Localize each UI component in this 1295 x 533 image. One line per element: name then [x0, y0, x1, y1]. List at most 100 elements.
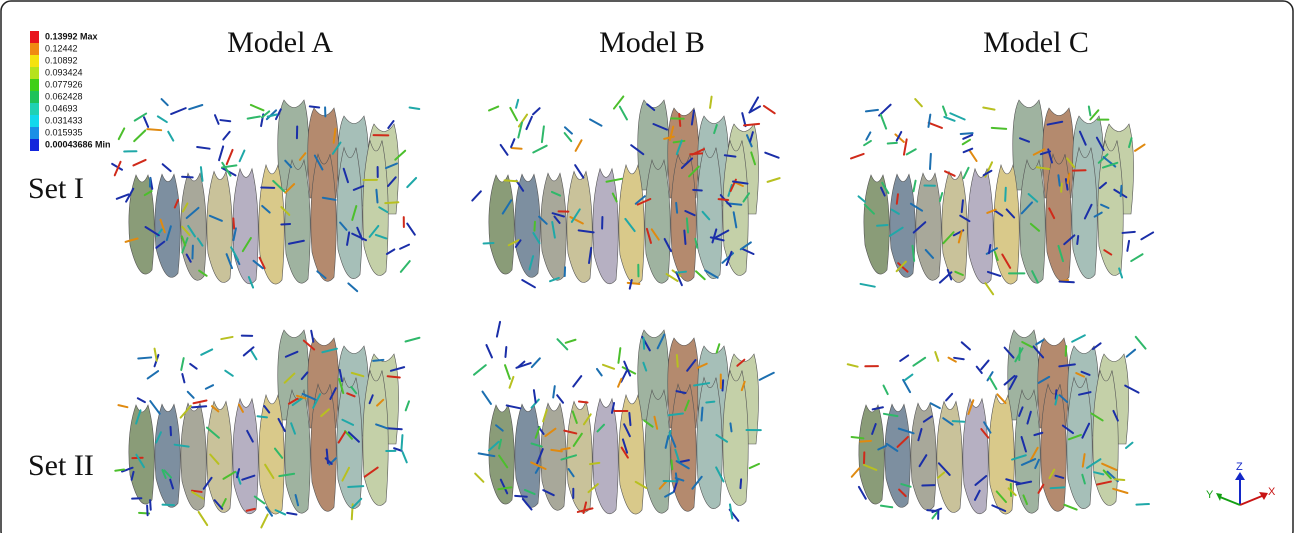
force-arrow: [115, 470, 124, 471]
tooth: [1046, 154, 1071, 281]
tooth: [363, 370, 388, 505]
force-arrow: [310, 106, 319, 107]
force-arrow: [1077, 236, 1078, 244]
tooth: [697, 148, 722, 279]
force-arrow: [579, 402, 588, 403]
tooth: [723, 370, 748, 505]
legend-swatch: [30, 43, 39, 55]
force-arrow: [147, 129, 161, 130]
force-arrow: [388, 376, 400, 377]
model-title: Model C: [983, 26, 1089, 59]
legend-swatch: [30, 91, 39, 103]
tooth: [337, 378, 362, 509]
force-arrow: [962, 200, 963, 212]
force-arrow: [676, 203, 677, 213]
force-arrow: [505, 347, 506, 357]
model-title: Model A: [227, 26, 333, 59]
tooth: [1072, 148, 1097, 279]
force-arrow: [693, 190, 702, 191]
force-arrow: [410, 108, 420, 109]
force-arrow: [644, 338, 645, 349]
force-arrow: [534, 222, 535, 231]
force-arrow: [138, 357, 151, 358]
legend-swatch: [30, 55, 39, 67]
force-arrow: [927, 510, 936, 511]
tooth: [671, 384, 696, 511]
legend-label: 0.077926: [45, 79, 83, 89]
force-arrow: [701, 408, 702, 421]
force-arrow: [1136, 504, 1148, 505]
force-arrow: [1066, 346, 1067, 356]
tooth: [1041, 384, 1066, 511]
force-arrow: [723, 380, 724, 390]
force-arrow: [182, 177, 193, 178]
force-arrow: [740, 479, 741, 488]
legend-label: 0.13992 Max: [45, 31, 98, 41]
force-arrow: [1058, 175, 1059, 185]
force-arrow: [1123, 232, 1135, 233]
force-arrow: [511, 148, 521, 149]
force-arrow: [590, 463, 599, 464]
force-arrow: [150, 500, 151, 510]
legend-label: 0.093424: [45, 67, 83, 77]
model-title: Model B: [599, 26, 705, 59]
force-arrow: [687, 218, 688, 232]
force-arrow: [860, 441, 871, 442]
legend-swatch: [30, 115, 39, 127]
tooth: [311, 154, 336, 281]
force-arrow: [888, 143, 897, 144]
force-arrow: [725, 155, 736, 156]
force-arrow: [376, 190, 377, 203]
force-arrow: [628, 283, 640, 284]
legend-label: 0.031433: [45, 115, 83, 125]
force-arrow: [954, 358, 964, 359]
force-arrow: [1061, 184, 1062, 192]
force-arrow: [629, 413, 630, 425]
force-arrow: [505, 180, 518, 181]
force-arrow: [677, 355, 678, 367]
force-arrow: [233, 218, 234, 228]
legend-swatch: [30, 67, 39, 79]
force-arrow: [258, 416, 267, 417]
axis-label: Y: [1206, 489, 1214, 501]
axis-label: Z: [1236, 461, 1243, 473]
legend-swatch: [30, 127, 39, 139]
force-arrow: [192, 406, 206, 407]
force-arrow: [671, 460, 672, 469]
force-arrow: [1060, 282, 1074, 283]
force-arrow: [348, 486, 363, 487]
figure: 0.13992 Max0.124420.108920.0934240.07792…: [0, 0, 1295, 533]
force-arrow: [690, 153, 702, 154]
force-arrow: [677, 272, 686, 273]
force-arrow: [930, 154, 931, 169]
force-arrow: [327, 449, 328, 463]
force-arrow: [1005, 188, 1006, 201]
legend-label: 0.12442: [45, 43, 78, 53]
force-arrow: [852, 437, 864, 438]
legend-label: 0.00043686 Min: [45, 139, 111, 149]
legend-swatch: [30, 103, 39, 115]
force-arrow: [220, 120, 230, 121]
axis-label: X: [1268, 486, 1276, 498]
force-arrow: [877, 225, 887, 226]
force-arrow: [961, 133, 973, 134]
force-arrow: [679, 114, 680, 126]
tooth: [363, 140, 388, 275]
set-label: Set I: [28, 172, 84, 205]
force-arrow: [1121, 186, 1122, 196]
force-arrow: [992, 128, 1006, 129]
force-arrow: [1115, 479, 1125, 480]
legend-swatch: [30, 31, 39, 43]
force-arrow: [719, 199, 729, 200]
tooth: [337, 148, 362, 279]
tooth: [723, 140, 748, 275]
force-arrow: [1051, 487, 1065, 488]
set-label: Set II: [28, 449, 94, 482]
force-arrow: [385, 202, 398, 203]
force-arrow: [684, 230, 685, 243]
force-arrow: [730, 423, 731, 431]
force-arrow: [373, 360, 383, 361]
tooth: [1067, 378, 1092, 509]
legend-swatch: [30, 79, 39, 91]
force-arrow: [706, 402, 714, 403]
